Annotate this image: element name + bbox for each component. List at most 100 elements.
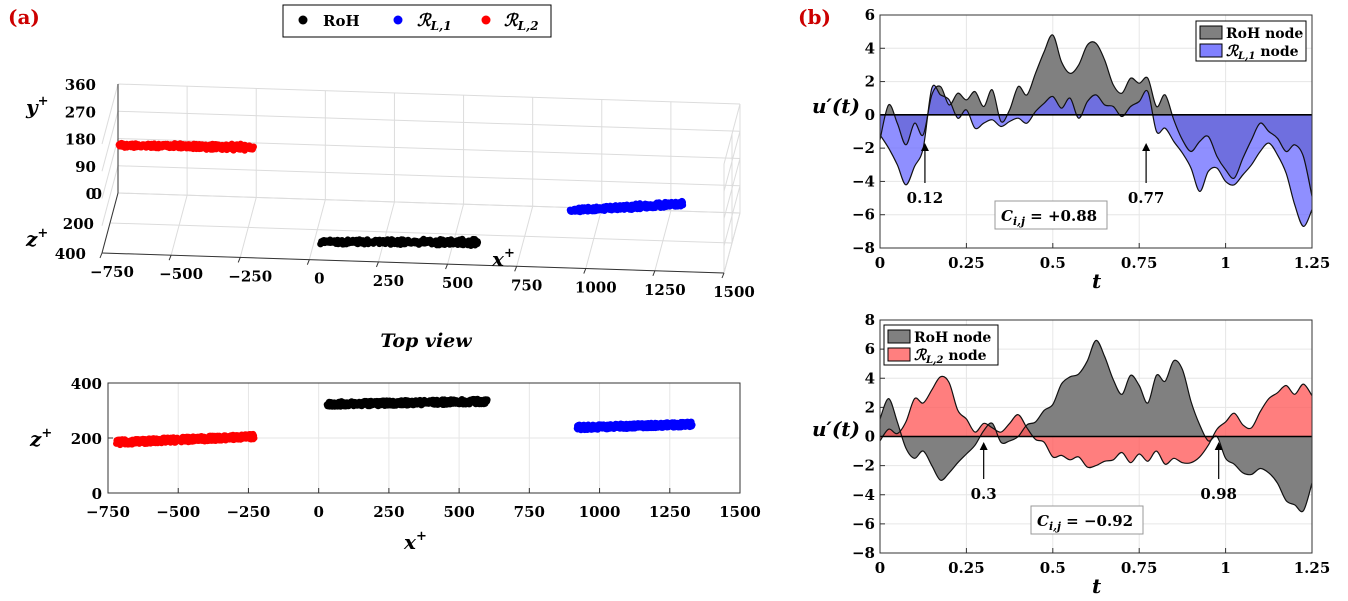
signal-line-rl [879, 84, 1313, 227]
point-cloud-3d-0 [317, 235, 482, 249]
y-tick-label-signal: 8 [865, 311, 875, 329]
x-tick-label-3d: −250 [228, 267, 272, 285]
x-tick-label-signal: 0.25 [948, 559, 985, 577]
legend-entry-suffix: node [943, 348, 986, 364]
x-tick-label-3d: 0 [314, 270, 324, 288]
z-axis-label-3d-sup: + [37, 226, 48, 241]
x-tick-label-3d: 1250 [644, 281, 686, 299]
grid-line-3d [101, 165, 119, 226]
legend-entry-label: ℛL,2 node [914, 346, 987, 366]
legend-marker-roh [298, 15, 308, 25]
legend-swatch [1199, 25, 1223, 40]
x-tick-label-3d: 1500 [713, 283, 755, 301]
legend-swatch [887, 347, 911, 362]
y-axis-label-top: z+ [29, 426, 52, 451]
legend-entry-suffix: node [1255, 44, 1298, 60]
grid-line-3d [117, 165, 741, 187]
point-cloud-3d-1 [566, 197, 687, 216]
point-cloud-top-0 [323, 395, 491, 410]
y-axis-label-top-sup: + [41, 426, 52, 441]
y-tick-label-signal: 2 [865, 73, 875, 91]
correlation-value: = +0.88 [1025, 207, 1097, 225]
correlation-sub: i,j [1013, 215, 1025, 228]
x-axis-label-3d: x+ [491, 246, 515, 271]
y-tick-label-signal: −2 [852, 457, 875, 475]
plot-top-view: −750 −500 −250 0 250 500 750 1000 1250 1500 0 200 40… [29, 375, 761, 554]
legend-label-rl1: ℛL,1 [417, 11, 452, 33]
annotation-arrowhead [1214, 442, 1223, 450]
x-tick-label-top: 250 [373, 503, 404, 521]
y-axis-label-3d-sup: + [38, 94, 49, 109]
grid-line-3d [585, 208, 603, 269]
x-tick-label-top: 1500 [719, 503, 761, 521]
correlation-symbol: C [1001, 207, 1013, 225]
y-tick-label-signal: 6 [865, 340, 875, 358]
signal-line-rl [879, 375, 1313, 469]
plot-signal-rl1: 0 0.25 0.5 0.75 1 1.25 −8 −6 −4 −2 0 2 4 6 u′(t) t RoH n… [812, 6, 1330, 293]
legend-entry-main: ℛ [1226, 42, 1240, 60]
correlation-text: Ci,j = +0.88 [1001, 207, 1097, 228]
x-tick-label-top: −500 [156, 503, 200, 521]
y-tick-label-signal: −2 [852, 139, 875, 157]
y-tick-label-signal: −4 [852, 172, 875, 190]
x-tick-label-3d: 750 [511, 276, 542, 294]
point-top [688, 421, 696, 429]
legend-swatch [1199, 43, 1223, 58]
legend-entry-sub: L,2 [925, 355, 944, 366]
y-axis-label-3d: y+ [25, 94, 49, 119]
x-tick-3d [721, 272, 725, 279]
z-tick-label-3d: 0 [92, 185, 102, 203]
x-tick-label-signal: 0 [875, 254, 885, 272]
x-axis-label-top: x+ [403, 529, 427, 554]
y-tick-label-signal: −4 [852, 486, 875, 504]
z-axis-line-3d [101, 192, 119, 254]
grid-line-3d [308, 199, 326, 260]
x-tick-label-3d: −500 [159, 265, 203, 283]
x-tick-3d [99, 252, 103, 259]
grid-line-3d [117, 83, 741, 105]
x-axis-label-signal: t [1092, 574, 1102, 598]
y-tick-label-3d: 180 [65, 131, 96, 149]
z-tick-label-3d: 400 [55, 245, 86, 263]
z-tick-label-3d: 200 [63, 215, 94, 233]
grid-line-3d [170, 195, 188, 256]
annotation-arrowhead [920, 143, 929, 151]
x-tick-label-signal: 0.5 [1040, 254, 1066, 272]
x-tick-label-top: −250 [226, 503, 270, 521]
panel-label-a: (a) [8, 5, 40, 29]
x-tick-3d [445, 263, 449, 270]
grid-line-3d [117, 110, 741, 132]
x-axis-label-top-sup: + [416, 529, 427, 544]
legend-entry-main: ℛ [914, 346, 928, 364]
grid-line-3d [377, 201, 395, 263]
x-tick-label-signal: 0.25 [948, 254, 985, 272]
legend-entry-label: ℛL,1 node [1226, 42, 1299, 62]
top-view-frame [107, 382, 741, 494]
point-cloud-top-1 [573, 418, 696, 434]
x-tick-3d [168, 255, 172, 261]
signal-line-roh [879, 34, 1313, 197]
x-tick-label-3d: 500 [442, 274, 473, 292]
y-tick-label-signal: 4 [865, 369, 875, 387]
x-tick-label-signal: 0.5 [1040, 559, 1066, 577]
point-3d [474, 239, 482, 246]
y-tick-label-top: 0 [92, 485, 102, 503]
x-tick-label-signal: 0.75 [1121, 559, 1158, 577]
correlation-value: = −0.92 [1061, 512, 1133, 530]
correlation-box [994, 200, 1108, 230]
grid-line-3d [101, 83, 119, 145]
y-tick-label-3d: 90 [75, 158, 96, 176]
x-axis-line-3d [101, 252, 725, 274]
y-tick-label-signal: 0 [865, 428, 875, 446]
y-tick-label-3d: 270 [65, 103, 96, 121]
legend-entry-label: RoH node [1226, 26, 1303, 42]
grid-line-3d [447, 203, 465, 265]
point-cloud-3d-2 [115, 139, 257, 154]
x-tick-label-3d: 1000 [575, 279, 617, 297]
y-tick-label-signal: −6 [852, 515, 875, 533]
y-tick-label-signal: −6 [852, 206, 875, 224]
area-fill-rl [880, 376, 1312, 468]
point-3d [679, 201, 687, 209]
